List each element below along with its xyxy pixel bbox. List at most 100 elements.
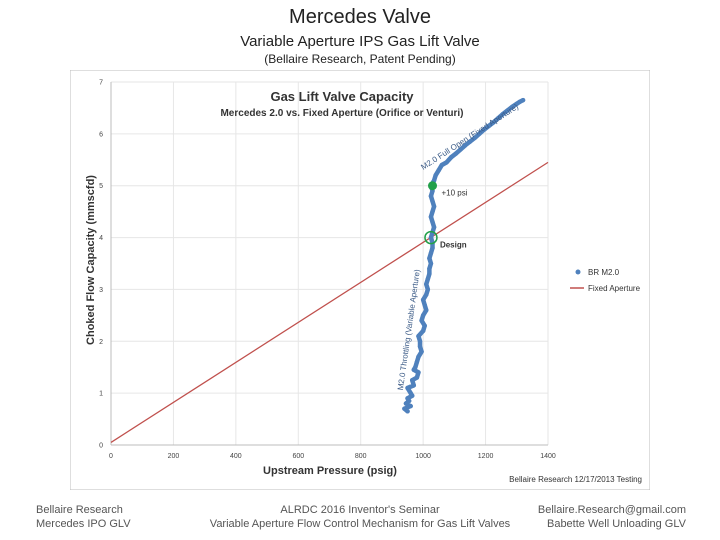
series-point-br-m2	[433, 173, 438, 178]
series-point-br-m2	[405, 396, 410, 401]
series-point-br-m2	[403, 401, 409, 406]
series-point-br-m2	[491, 120, 496, 125]
series-point-br-m2	[430, 245, 435, 251]
y-tick-label: 0	[99, 443, 103, 450]
series-point-br-m2	[414, 375, 420, 380]
footer-right-line-1: Bellaire.Research@gmail.com	[537, 504, 686, 516]
footer-right-line-2: Babette Well Unloading GLV	[546, 518, 686, 530]
series-point-br-m2	[419, 318, 424, 323]
chart-credit: Bellaire Research 12/17/2013 Testing	[509, 475, 642, 484]
series-point-br-m2	[405, 385, 410, 391]
series-point-br-m2	[428, 235, 434, 240]
marker-label: Design	[440, 241, 467, 250]
x-tick-label: 1000	[415, 453, 431, 460]
series-point-br-m2	[427, 266, 432, 271]
slide-subtitle: Variable Aperture IPS Gas Lift Valve	[240, 33, 480, 50]
x-tick-label: 0	[109, 453, 113, 460]
x-axis-label: Upstream Pressure (psig)	[263, 465, 397, 477]
y-tick-label: 7	[99, 80, 103, 87]
series-point-br-m2	[414, 359, 420, 365]
series-point-br-m2	[416, 354, 421, 360]
series-point-br-m2	[420, 328, 426, 334]
x-tick-label: 1200	[478, 453, 494, 460]
series-point-br-m2	[431, 225, 437, 230]
series-point-br-m2	[424, 307, 429, 313]
series-point-br-m2	[428, 250, 434, 256]
y-tick-label: 6	[99, 131, 103, 138]
series-point-br-m2	[463, 143, 468, 148]
series-point-br-m2	[449, 154, 454, 160]
marker-design	[424, 230, 438, 245]
series-point-br-m2	[458, 147, 463, 152]
series-line-fixed-aperture	[110, 161, 549, 443]
series-point-br-m2	[477, 131, 482, 137]
marker-plus-10-psi	[428, 181, 438, 191]
series-point-br-m2	[419, 349, 424, 354]
series-point-br-m2	[413, 365, 418, 370]
series-point-br-m2	[425, 276, 431, 282]
series-point-br-m2	[481, 127, 487, 132]
chart-title: Gas Lift Valve Capacity	[270, 89, 414, 104]
y-tick-label: 4	[99, 235, 103, 242]
series-point-br-m2	[430, 219, 435, 225]
series-point-br-m2	[402, 406, 407, 411]
series-point-br-m2	[428, 193, 434, 199]
series-point-br-m2	[509, 104, 515, 110]
y-axis-label: Choked Flow Capacity (mmscfd)	[85, 175, 97, 345]
series-point-br-m2	[428, 214, 434, 220]
series-point-br-m2	[431, 204, 437, 209]
series-point-br-m2	[416, 370, 421, 375]
y-tick-label: 3	[99, 287, 103, 294]
chart-grid	[110, 81, 549, 446]
series-point-br-m2	[467, 139, 473, 144]
marker-label: +10 psi	[442, 189, 468, 198]
series-point-br-m2	[424, 292, 429, 297]
series-point-br-m2	[427, 256, 432, 261]
series-point-br-m2	[422, 323, 427, 328]
legend-marker-br	[575, 269, 581, 275]
series-point-br-m2	[405, 409, 410, 414]
series-point-br-m2	[514, 101, 519, 106]
series-point-br-m2	[410, 377, 415, 383]
chart-frame	[70, 70, 650, 490]
series-point-br-m2	[430, 199, 435, 204]
footer-center-line-1: ALRDC 2016 Inventor's Seminar	[280, 504, 440, 516]
y-tick-label: 5	[99, 183, 103, 190]
footer-right: Bellaire.Research@gmail.com Babette Well…	[538, 503, 686, 531]
x-tick-label: 400	[230, 453, 242, 460]
series-point-br-m2	[444, 160, 449, 165]
series-point-br-m2	[408, 390, 413, 396]
x-tick-label: 200	[168, 453, 180, 460]
series-point-br-m2	[411, 383, 416, 388]
legend-label-br: BR M2.0	[588, 268, 620, 277]
chart-axes: 0 200 400 600 800 1000 1200 1400 0 1 2 3 4 5 6 7	[99, 80, 556, 461]
series-point-br-m2	[439, 162, 445, 168]
series-point-br-m2	[472, 135, 477, 141]
chart-series	[110, 97, 549, 443]
series-point-br-m2	[408, 403, 413, 409]
series-point-br-m2	[505, 108, 510, 113]
series-point-br-m2	[427, 271, 432, 277]
chart-markers: +10 psi Design	[424, 181, 468, 250]
footer-left-line-2: Mercedes IPO GLV	[36, 518, 131, 530]
series-point-br-m2	[420, 297, 426, 302]
series-point-br-m2	[417, 344, 423, 349]
series-point-br-m2	[420, 313, 426, 318]
series-point-br-m2	[424, 282, 429, 287]
slide-subnote: (Bellaire Research, Patent Pending)	[264, 52, 456, 66]
footer-left-line-1: Bellaire Research	[36, 504, 123, 516]
series-point-br-m2	[495, 116, 501, 121]
chart: 0 200 400 600 800 1000 1200 1400 0 1 2 3 4 5 6 7 +10 ps…	[70, 70, 650, 490]
chart-subtitle: Mercedes 2.0 vs. Fixed Aperture (Orifice…	[220, 108, 463, 119]
y-tick-label: 1	[99, 391, 103, 398]
series-point-br-m2	[416, 333, 421, 339]
legend-label-fixed: Fixed Aperture	[588, 284, 641, 293]
series-point-br-m2	[430, 209, 435, 214]
x-tick-label: 1400	[540, 453, 556, 460]
series-point-br-m2	[500, 111, 505, 117]
series-point-br-m2	[486, 123, 491, 129]
slide-title: Mercedes Valve	[289, 6, 431, 28]
x-tick-label: 600	[292, 453, 304, 460]
series-point-br-m2	[428, 261, 434, 266]
footer-center-line-2: Variable Aperture Flow Control Mechanism…	[209, 518, 511, 530]
